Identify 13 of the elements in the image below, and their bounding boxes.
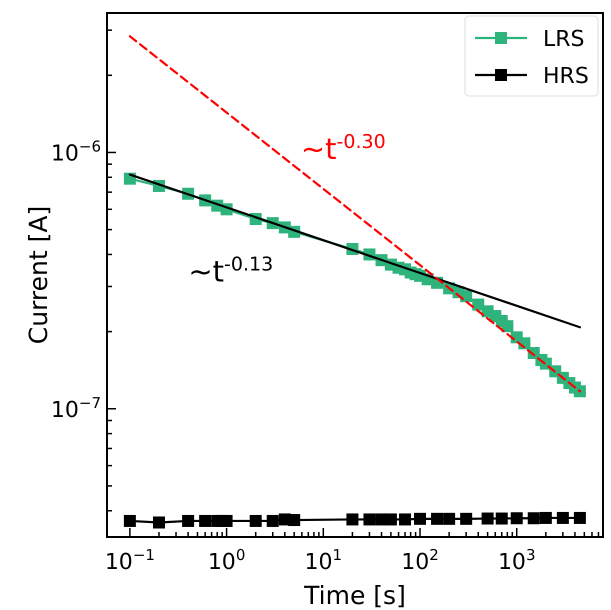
x-tick-label: 10$^{1}$ [304, 546, 342, 575]
y-axis-title: Current [A] [24, 206, 53, 344]
legend-label: LRS [543, 27, 585, 52]
annotation: ~t$^{-0.13}$ [188, 253, 274, 288]
legend-label: HRS [543, 64, 589, 89]
y-tick-label: 10$^{−6}$ [50, 137, 101, 166]
x-tick-label: 10$^{2}$ [401, 546, 439, 575]
x-tick-label: 10$^{0}$ [208, 546, 246, 575]
y-tick-label: 10$^{−7}$ [50, 394, 101, 423]
x-tick-label: 10$^{−1}$ [104, 546, 155, 575]
annotation: ~t$^{-0.30}$ [300, 131, 386, 166]
x-axis-title: Time [s] [303, 581, 406, 610]
x-tick-label: 10$^{3}$ [498, 546, 536, 575]
